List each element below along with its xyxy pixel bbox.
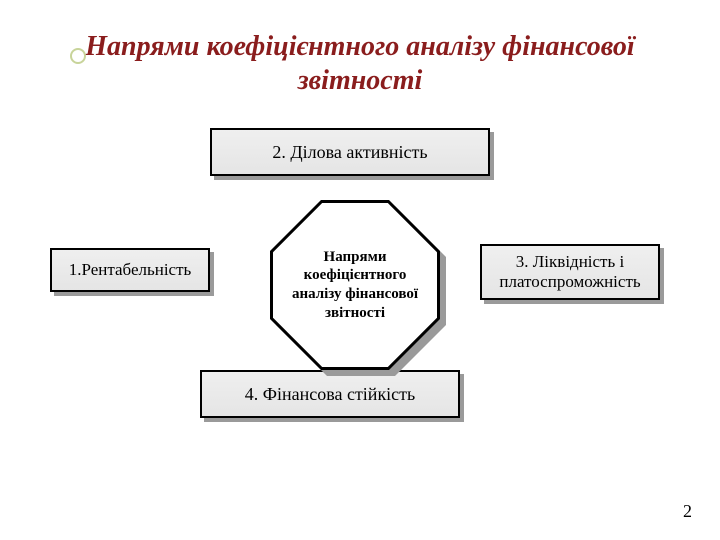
box-top-label: 2. Ділова активність bbox=[272, 142, 427, 163]
slide-title-region: Напрями коефіцієнтного аналізу фінансово… bbox=[60, 30, 660, 97]
box-liquidity: 3. Ліквідність і платоспроможність bbox=[480, 244, 660, 300]
center-octagon: Напрями коефіцієнтного аналізу фінансово… bbox=[270, 200, 440, 370]
box-profitability: 1.Рентабельність bbox=[50, 248, 210, 292]
page-number: 2 bbox=[683, 501, 692, 522]
box-right-label: 3. Ліквідність і платоспроможність bbox=[492, 252, 648, 292]
box-bottom-label: 4. Фінансова стійкість bbox=[245, 384, 416, 405]
slide-title: Напрями коефіцієнтного аналізу фінансово… bbox=[80, 30, 640, 97]
box-left-label: 1.Рентабельність bbox=[69, 260, 192, 280]
title-bullet-icon bbox=[70, 48, 86, 64]
octagon-border: Напрями коефіцієнтного аналізу фінансово… bbox=[270, 200, 440, 370]
center-label: Напрями коефіцієнтного аналізу фінансово… bbox=[273, 248, 437, 323]
box-financial-stability: 4. Фінансова стійкість bbox=[200, 370, 460, 418]
box-business-activity: 2. Ділова активність bbox=[210, 128, 490, 176]
octagon-fill: Напрями коефіцієнтного аналізу фінансово… bbox=[273, 203, 437, 367]
